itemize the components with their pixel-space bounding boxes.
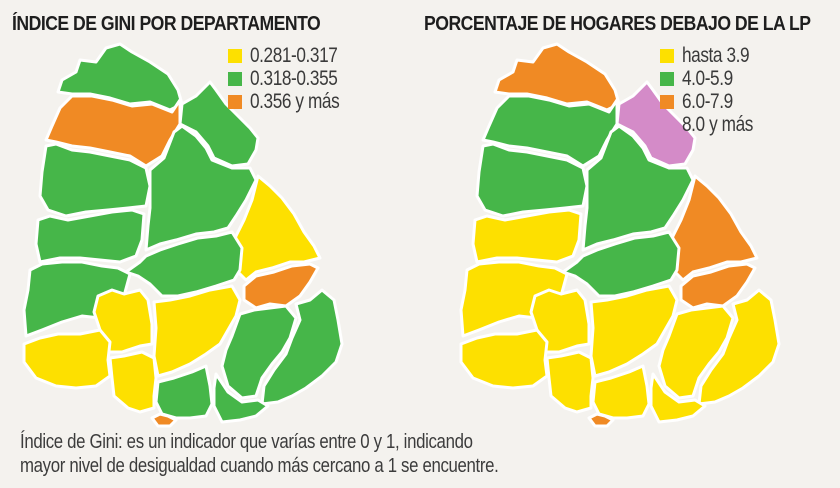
legend-swatch-green: [660, 71, 674, 86]
legend-swatch-green: [228, 71, 242, 86]
gini-footnote: Índice de Gini: es un indicador que varí…: [20, 430, 709, 478]
region-cerro-largo[interactable]: [665, 174, 759, 282]
region-maldonado[interactable]: [212, 372, 270, 424]
poverty-map-panel: PORCENTAJE DE HOGARES DEBAJO DE LA LP ha…: [420, 0, 840, 430]
region-durazno[interactable]: [124, 230, 244, 298]
gini-map-title: ÍNDICE DE GINI POR DEPARTAMENTO: [12, 12, 321, 35]
region-salto[interactable]: [481, 94, 619, 168]
poverty-map-title: PORCENTAJE DE HOGARES DEBAJO DE LA LP: [424, 12, 811, 35]
footnote-line-1: Índice de Gini: es un indicador que varí…: [20, 431, 473, 453]
legend-item: 4.0-5.9: [660, 67, 769, 90]
region-colonia[interactable]: [22, 328, 112, 390]
legend-swatch-orange: [660, 94, 674, 109]
poverty-choropleth-map: [459, 42, 781, 428]
legend-item: 0.356 y más: [228, 90, 359, 113]
legend-item: 0.281-0.317: [228, 44, 359, 67]
region-colonia[interactable]: [459, 328, 549, 390]
legend-label: 8.0 y más: [682, 112, 753, 136]
gini-map-panel: ÍNDICE DE GINI POR DEPARTAMENTO 0.281-0.…: [0, 0, 420, 430]
region-rivera[interactable]: [615, 80, 697, 168]
legend-label: hasta 3.9: [682, 43, 750, 67]
legend-swatch-yellow: [228, 48, 242, 63]
region-rio-negro[interactable]: [471, 208, 583, 264]
legend-item: 6.0-7.9: [660, 90, 769, 113]
region-treinta-y-tres[interactable]: [242, 262, 320, 310]
region-montevideo[interactable]: [150, 412, 178, 428]
region-canelones[interactable]: [591, 364, 651, 420]
legend-label: 0.318-0.355: [250, 66, 338, 90]
region-san-jose[interactable]: [108, 350, 158, 414]
region-canelones[interactable]: [154, 364, 214, 420]
region-san-jose[interactable]: [545, 350, 595, 414]
legend-label: 4.0-5.9: [682, 66, 733, 90]
footnote-line-2: mayor nivel de desigualdad cuando más ce…: [20, 455, 499, 477]
legend-item: hasta 3.9: [660, 44, 769, 67]
region-salto[interactable]: [44, 94, 182, 168]
region-rocha[interactable]: [260, 288, 344, 406]
region-montevideo[interactable]: [587, 412, 615, 428]
region-maldonado[interactable]: [649, 372, 707, 424]
region-artigas[interactable]: [56, 42, 184, 112]
legend-item: 0.318-0.355: [228, 67, 359, 90]
gini-legend: 0.281-0.317 0.318-0.355 0.356 y más: [228, 44, 359, 113]
region-rocha[interactable]: [697, 288, 781, 406]
region-durazno[interactable]: [561, 230, 681, 298]
region-paysandu[interactable]: [475, 142, 589, 218]
region-rio-negro[interactable]: [34, 208, 146, 264]
legend-swatch-orange: [228, 94, 242, 109]
legend-label: 6.0-7.9: [682, 89, 733, 113]
region-treinta-y-tres[interactable]: [679, 262, 757, 310]
region-tacuarembo[interactable]: [581, 124, 695, 252]
region-tacuarembo[interactable]: [144, 124, 258, 252]
region-paysandu[interactable]: [38, 142, 152, 218]
legend-label: 0.356 y más: [250, 89, 340, 113]
legend-swatch-purple: [660, 117, 674, 132]
region-lavalleja[interactable]: [220, 304, 298, 400]
gini-choropleth-map: [22, 42, 344, 428]
poverty-legend: hasta 3.9 4.0-5.9 6.0-7.9 8.0 y más: [660, 44, 769, 136]
legend-swatch-yellow: [660, 48, 674, 63]
region-lavalleja[interactable]: [657, 304, 735, 400]
legend-label: 0.281-0.317: [250, 43, 338, 67]
region-rivera[interactable]: [178, 80, 260, 168]
legend-item: 8.0 y más: [660, 113, 769, 136]
region-artigas[interactable]: [493, 42, 621, 112]
region-cerro-largo[interactable]: [228, 174, 322, 282]
